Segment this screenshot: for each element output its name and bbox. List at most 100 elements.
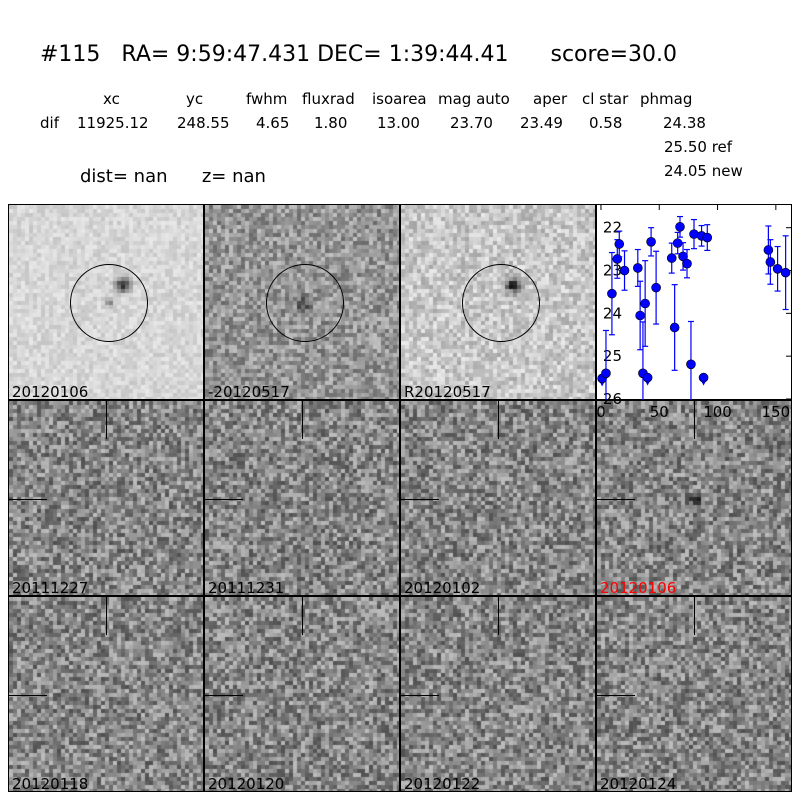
aperture-circle (266, 264, 344, 342)
score: score=30.0 (550, 42, 678, 67)
z: z= nan (201, 166, 266, 187)
data-point (635, 310, 645, 321)
crosshair-horizontal (597, 695, 635, 697)
dist-z: dist= nan z= nan (80, 166, 266, 187)
ref-mag: 25.50 ref (664, 138, 733, 156)
cell-value: 23.70 (450, 114, 493, 132)
cell-value: 4.65 (256, 114, 290, 132)
data-point (763, 245, 774, 255)
image-stamp: 20120118 (8, 596, 204, 792)
y-tick-label: 26 (603, 390, 622, 408)
x-tick-label: 50 (650, 403, 669, 421)
x-tick-label: 0 (596, 403, 606, 421)
candidate-id: #115 (40, 42, 101, 67)
data-point (780, 267, 791, 278)
image-stamp: R20120517 (400, 204, 596, 400)
stamp-date-label: 20120106 (12, 383, 89, 400)
crosshair-horizontal (9, 499, 47, 501)
crosshair-vertical (106, 401, 108, 439)
crosshair-vertical (302, 401, 304, 439)
cell-value: 23.49 (520, 114, 563, 132)
image-stamp: 20120122 (400, 596, 596, 792)
aperture-circle (70, 264, 148, 342)
data-point (682, 258, 692, 269)
dec: DEC= 1:39:44.41 (317, 42, 509, 67)
crosshair-horizontal (597, 499, 635, 501)
column-header: xc (103, 90, 120, 108)
stamp-date-label: 20120124 (600, 775, 677, 792)
data-point (651, 282, 661, 293)
data-point (669, 322, 680, 333)
column-header: aper (533, 90, 568, 108)
crosshair-horizontal (205, 695, 243, 697)
stamp-date-label: 20120120 (208, 775, 285, 792)
data-point (601, 368, 611, 379)
data-point (633, 263, 643, 273)
stamp-date-label: 20120102 (404, 579, 481, 596)
column-header: fwhm (246, 90, 288, 108)
image-stamp: 20120120 (204, 596, 400, 792)
data-point (675, 222, 685, 232)
crosshair-horizontal (9, 695, 47, 697)
image-stamp: 20120102 (400, 400, 596, 596)
cell-value: 1.80 (314, 114, 348, 132)
image-stamp: 20111227 (8, 400, 204, 596)
crosshair-vertical (498, 597, 500, 635)
column-header: cl star (582, 90, 629, 108)
data-point (686, 359, 696, 370)
data-point (772, 264, 783, 274)
image-stamp: 20120106 (8, 204, 204, 400)
data-point (619, 265, 630, 276)
column-header: isoarea (372, 90, 427, 108)
column-header: fluxrad (302, 90, 355, 108)
stamp-date-label: R20120517 (404, 383, 491, 400)
cell-value: 13.00 (377, 114, 420, 132)
cell-value: 24.38 (663, 114, 706, 132)
x-tick-label: 150 (762, 403, 791, 421)
crosshair-vertical (106, 597, 108, 635)
data-point (646, 237, 656, 247)
ra: RA= 9:59:47.431 (121, 42, 311, 67)
new-mag: 24.05 new (664, 162, 743, 180)
image-stamp: 20120124 (596, 596, 792, 792)
crosshair-vertical (694, 401, 696, 439)
data-point (612, 254, 623, 264)
crosshair-vertical (498, 401, 500, 439)
crosshair-horizontal (401, 695, 439, 697)
data-point (702, 232, 713, 243)
data-point (607, 288, 617, 299)
stamp-date-label: 20120122 (404, 775, 481, 792)
image-stamp: 20111231 (204, 400, 400, 596)
y-tick-label: 25 (603, 347, 622, 365)
column-header: mag auto (438, 90, 510, 108)
row-label: dif (40, 114, 59, 132)
data-point (642, 372, 653, 383)
column-header: phmag (640, 90, 693, 108)
data-point (614, 239, 625, 249)
crosshair-horizontal (205, 499, 243, 501)
stamp-date-label: 20111231 (208, 579, 285, 596)
data-point (698, 372, 709, 383)
stamp-date-label: 20120106 (600, 579, 677, 596)
crosshair-horizontal (401, 499, 439, 501)
image-stamp: 20120106 (596, 400, 792, 596)
data-point (640, 298, 650, 309)
aperture-circle (462, 264, 540, 342)
stamp-date-label: 20120118 (12, 775, 89, 792)
data-point (666, 253, 677, 263)
crosshair-vertical (302, 597, 304, 635)
stamp-date-label: -20120517 (208, 383, 290, 400)
column-header: yc (186, 90, 204, 108)
light-curve-plot: 2223242526050100150 (596, 204, 792, 421)
stamp-date-label: 20111227 (12, 579, 89, 596)
cell-value: 248.55 (177, 114, 230, 132)
cell-value: 11925.12 (77, 114, 149, 132)
image-stamp: -20120517 (204, 204, 400, 400)
y-tick-label: 22 (603, 219, 622, 237)
x-tick-label: 100 (703, 403, 732, 421)
crosshair-vertical (694, 597, 696, 635)
data-point (765, 257, 776, 267)
cell-value: 0.58 (589, 114, 623, 132)
candidate-title: #115 RA= 9:59:47.431 DEC= 1:39:44.41 sco… (40, 42, 677, 67)
dist: dist= nan (80, 166, 168, 187)
